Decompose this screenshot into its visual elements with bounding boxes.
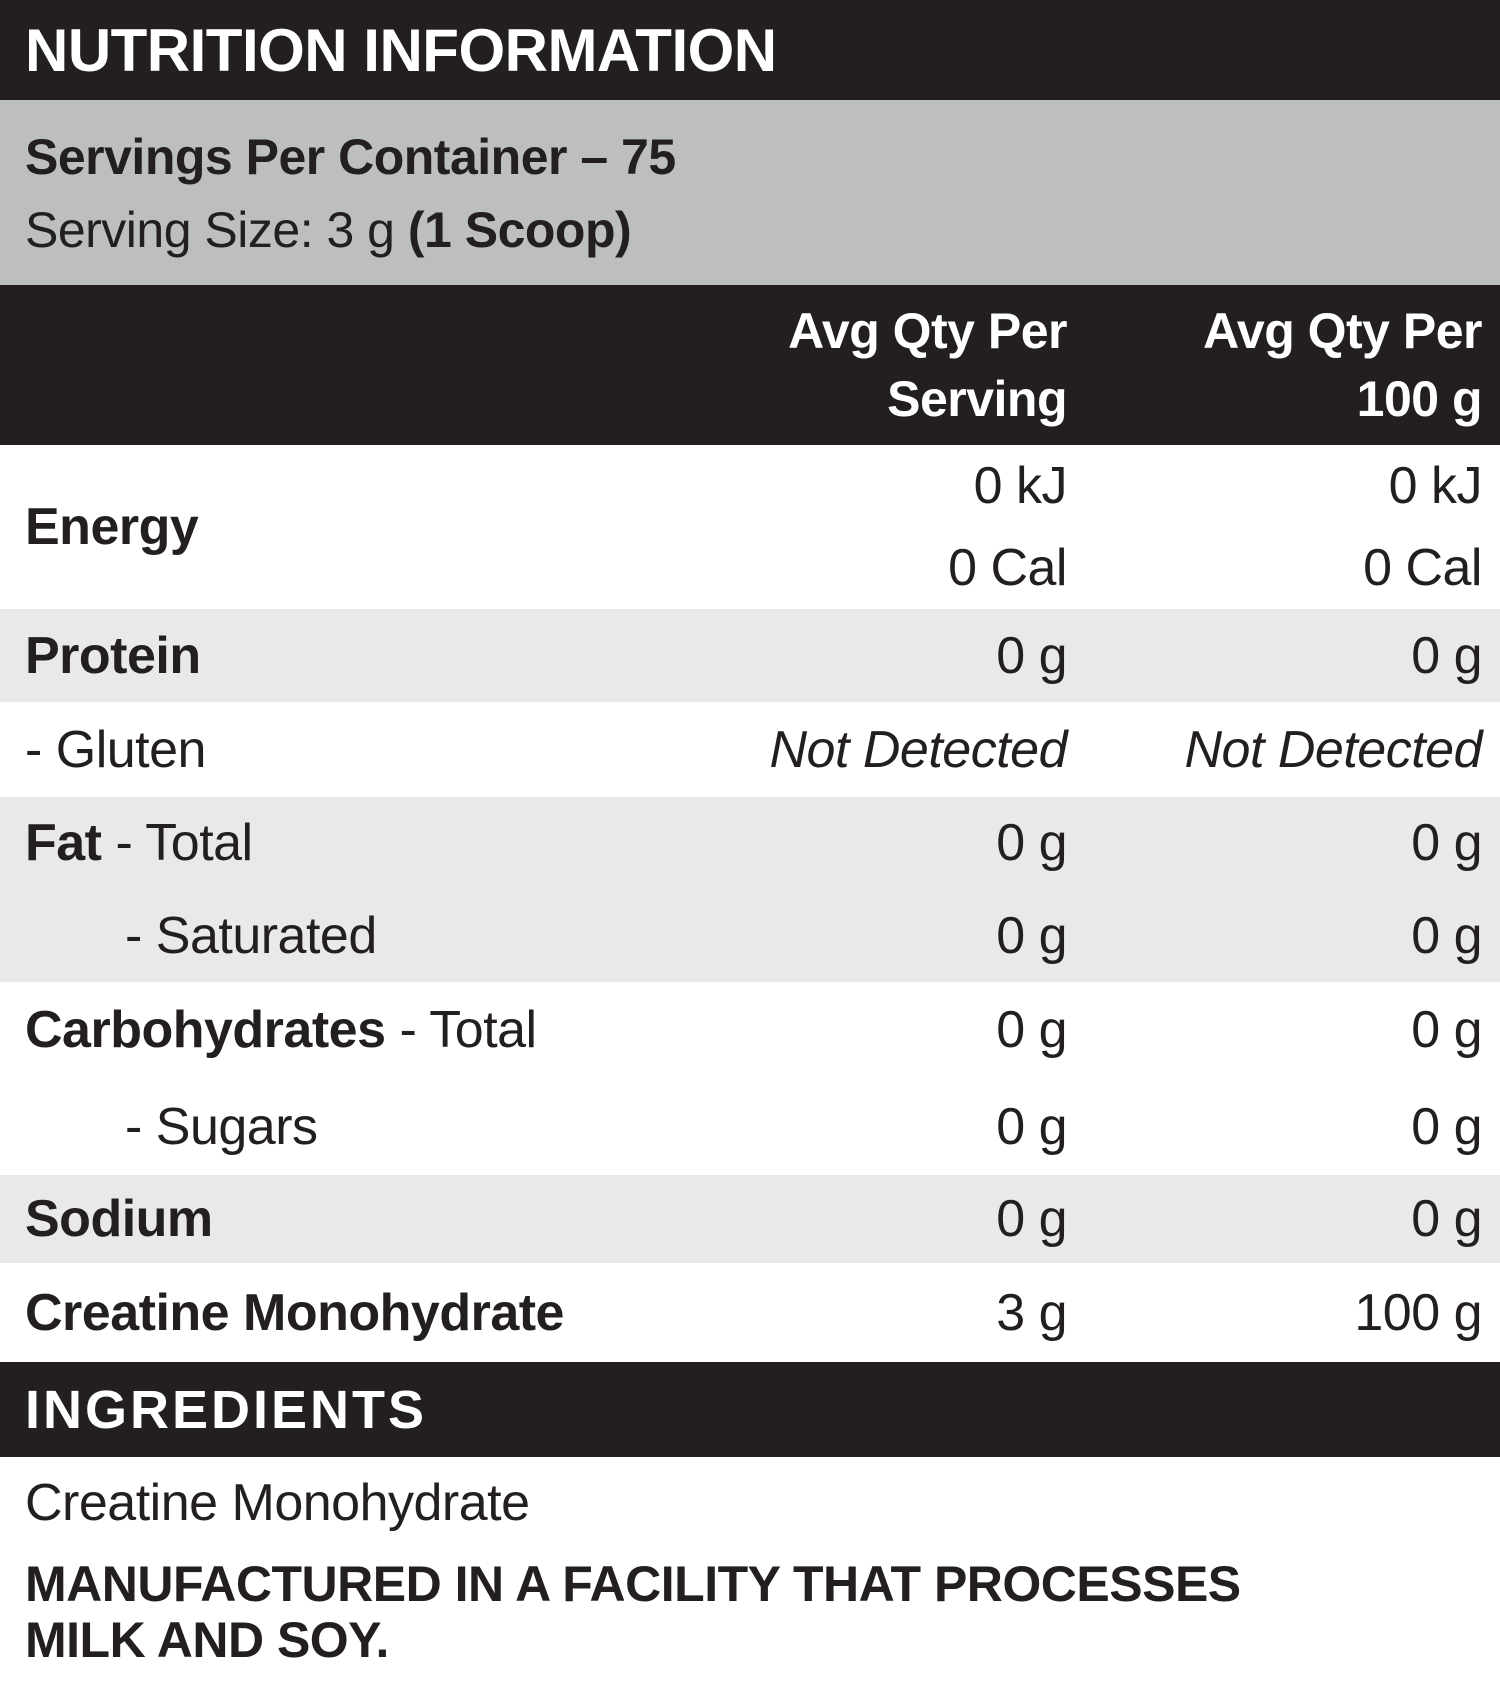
creatine-per-serving: 3 g: [996, 1283, 1067, 1342]
gluten-per-serving: Not Detected: [769, 720, 1068, 779]
servings-per-container: Servings Per Container – 75: [25, 129, 676, 185]
table-header-band: Avg Qty Per Serving Avg Qty Per 100 g: [0, 285, 1500, 445]
fat-total-per-100g: 0 g: [1411, 814, 1482, 873]
table-row-fat-total: Fat - Total 0 g 0 g: [0, 797, 1500, 890]
fat-total-label-rest: - Total: [101, 814, 253, 873]
sodium-per-serving: 0 g: [996, 1190, 1067, 1248]
table-header-row: Avg Qty Per Serving Avg Qty Per 100 g: [0, 297, 1500, 433]
energy-per-serving: 0 kJ 0 Cal: [727, 445, 1067, 609]
fat-total-per-serving: 0 g: [996, 814, 1067, 873]
carbs-sugars-label: - Sugars: [125, 1097, 318, 1156]
col-header-per-serving: Avg Qty Per Serving: [727, 297, 1067, 433]
table-row-carbs-sugars: - Sugars 0 g 0 g: [0, 1079, 1500, 1176]
energy-per-serving-cal: 0 Cal: [948, 539, 1067, 597]
carbs-total-label-rest: - Total: [385, 1001, 537, 1060]
carbs-sugars-per-100g: 0 g: [1411, 1097, 1482, 1156]
table-row-protein: Protein 0 g 0 g: [0, 609, 1500, 702]
energy-per-100g-cal: 0 Cal: [1363, 539, 1482, 597]
protein-label: Protein: [25, 626, 201, 685]
ingredients-header-band: INGREDIENTS: [0, 1362, 1500, 1457]
nutrition-table: Energy 0 kJ 0 Cal 0 kJ 0 Cal Protein 0 g…: [0, 445, 1500, 1362]
table-group-carbohydrates: Carbohydrates - Total 0 g 0 g - Sugars 0…: [0, 982, 1500, 1175]
table-group-fat: Fat - Total 0 g 0 g - Saturated 0 g 0 g: [0, 797, 1500, 982]
table-row-gluten: - Gluten Not Detected Not Detected: [0, 702, 1500, 797]
serving-size: Serving Size: 3 g (1 Scoop): [25, 194, 1482, 267]
nutrition-header-band: NUTRITION INFORMATION: [0, 0, 1500, 100]
fat-total-label: Fat - Total: [25, 813, 727, 873]
carbs-total-label-bold: Carbohydrates: [25, 1001, 386, 1060]
fat-saturated-per-100g: 0 g: [1411, 906, 1482, 965]
energy-per-100g-kj: 0 kJ: [1388, 457, 1483, 515]
fat-saturated-per-serving: 0 g: [996, 906, 1067, 965]
carbs-total-label: Carbohydrates - Total: [25, 1000, 727, 1060]
gluten-label: - Gluten: [25, 720, 206, 779]
col-header-per-serving-line2: Serving: [887, 371, 1067, 427]
table-row-sodium: Sodium 0 g 0 g: [0, 1175, 1500, 1263]
creatine-label: Creatine Monohydrate: [25, 1283, 564, 1342]
carbs-total-per-serving: 0 g: [996, 1001, 1067, 1060]
fat-saturated-label: - Saturated: [125, 906, 377, 965]
fat-total-label-bold: Fat: [25, 814, 102, 873]
ingredients-heading: INGREDIENTS: [25, 1379, 428, 1440]
table-row-creatine-monohydrate: Creatine Monohydrate 3 g 100 g: [0, 1263, 1500, 1362]
col-header-per-serving-line1: Avg Qty Per: [788, 303, 1067, 359]
energy-label: Energy: [25, 498, 199, 556]
serving-size-scoop: (1 Scoop): [407, 202, 632, 258]
table-row-energy: Energy 0 kJ 0 Cal 0 kJ 0 Cal: [0, 445, 1500, 609]
energy-per-serving-kj: 0 kJ: [973, 457, 1068, 515]
col-header-per-100g-line1: Avg Qty Per: [1203, 303, 1482, 359]
col-header-per-100g-line2: 100 g: [1356, 371, 1483, 427]
carbs-sugars-per-serving: 0 g: [996, 1097, 1067, 1156]
allergen-statement: MANUFACTURED IN A FACILITY THAT PROCESSE…: [25, 1556, 1482, 1668]
table-row-fat-saturated: - Saturated 0 g 0 g: [0, 890, 1500, 983]
serving-info-band: Servings Per Container – 75 Serving Size…: [0, 100, 1500, 285]
sodium-per-100g: 0 g: [1411, 1190, 1482, 1248]
col-header-per-100g: Avg Qty Per 100 g: [1067, 297, 1482, 433]
gluten-per-100g: Not Detected: [1184, 720, 1483, 779]
protein-per-serving: 0 g: [996, 626, 1067, 685]
allergen-line2: MILK AND SOY.: [25, 1612, 389, 1668]
allergen-line1: MANUFACTURED IN A FACILITY THAT PROCESSE…: [25, 1556, 1241, 1612]
sodium-label: Sodium: [25, 1190, 213, 1248]
table-row-carbs-total: Carbohydrates - Total 0 g 0 g: [0, 982, 1500, 1079]
protein-per-100g: 0 g: [1411, 626, 1482, 685]
serving-size-prefix: Serving Size: 3 g: [25, 202, 408, 258]
label-footer: Creatine Monohydrate MANUFACTURED IN A F…: [0, 1457, 1500, 1668]
energy-per-100g: 0 kJ 0 Cal: [1067, 445, 1482, 609]
nutrition-title: NUTRITION INFORMATION: [25, 16, 777, 84]
ingredients-body: Creatine Monohydrate: [25, 1474, 530, 1532]
carbs-total-per-100g: 0 g: [1411, 1001, 1482, 1060]
creatine-per-100g: 100 g: [1354, 1283, 1482, 1342]
